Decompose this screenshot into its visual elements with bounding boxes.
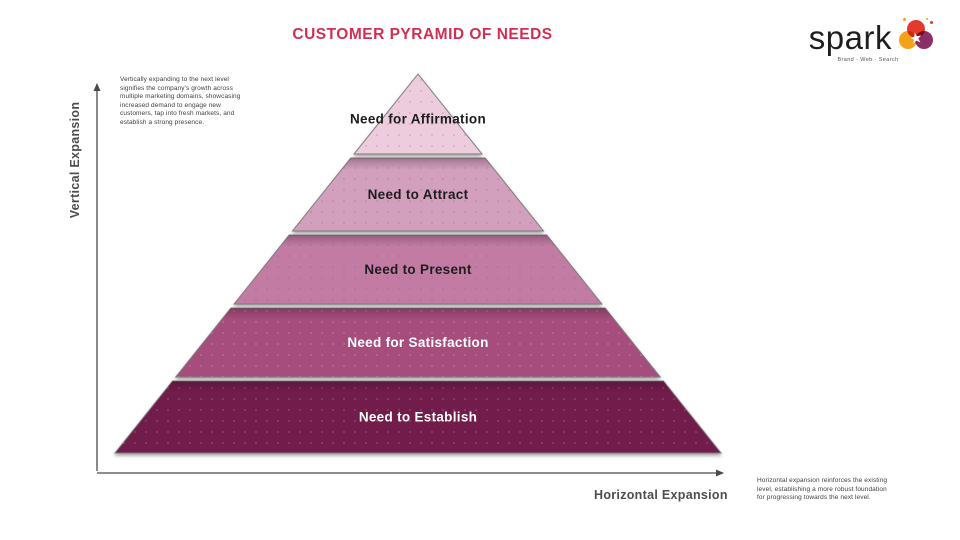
right-annotation: Horizontal expansion reinforces the exis… [757, 477, 888, 502]
star-icon: ★ [907, 29, 925, 49]
logo-wordmark: spark [808, 18, 892, 56]
pyramid-level-label: Need to Present [364, 262, 471, 277]
logo-tagline: Brand · Web · Search [837, 57, 899, 63]
logo-circle-purple [915, 31, 933, 49]
pyramid-level-shade [234, 235, 602, 304]
pyramid-level-label: Need for Satisfaction [347, 335, 488, 350]
sparkle-dot-icon [903, 18, 906, 21]
pyramid-level-label: Need to Attract [368, 187, 469, 202]
pyramid-level-shade [114, 381, 722, 453]
page-title: CUSTOMER PYRAMID OF NEEDS [292, 26, 553, 43]
pyramid-level-label: Need for Affirmation [350, 112, 486, 127]
pyramid-level-shade [292, 158, 544, 231]
vertical-axis-label: Vertical Expansion [68, 101, 82, 219]
pyramid-level-label: Need to Establish [359, 410, 477, 425]
sparkle-dot-icon [930, 21, 933, 24]
logo: spark ★ Brand · Web · Search [802, 18, 934, 63]
logo-circle-orange [899, 31, 917, 49]
sparkle-dot-icon [926, 18, 928, 20]
pyramid-level-shade [175, 308, 661, 377]
left-annotation: Vertically expanding to the next level s… [120, 76, 241, 126]
pyramid-level-texture [354, 74, 482, 154]
spark-logo-icon: ★ [898, 18, 934, 56]
pyramid: Need for Affirmation Need to Attract Need … [113, 73, 723, 454]
horizontal-axis-label: Horizontal Expansion [594, 488, 728, 502]
logo-row: spark ★ [802, 18, 934, 56]
